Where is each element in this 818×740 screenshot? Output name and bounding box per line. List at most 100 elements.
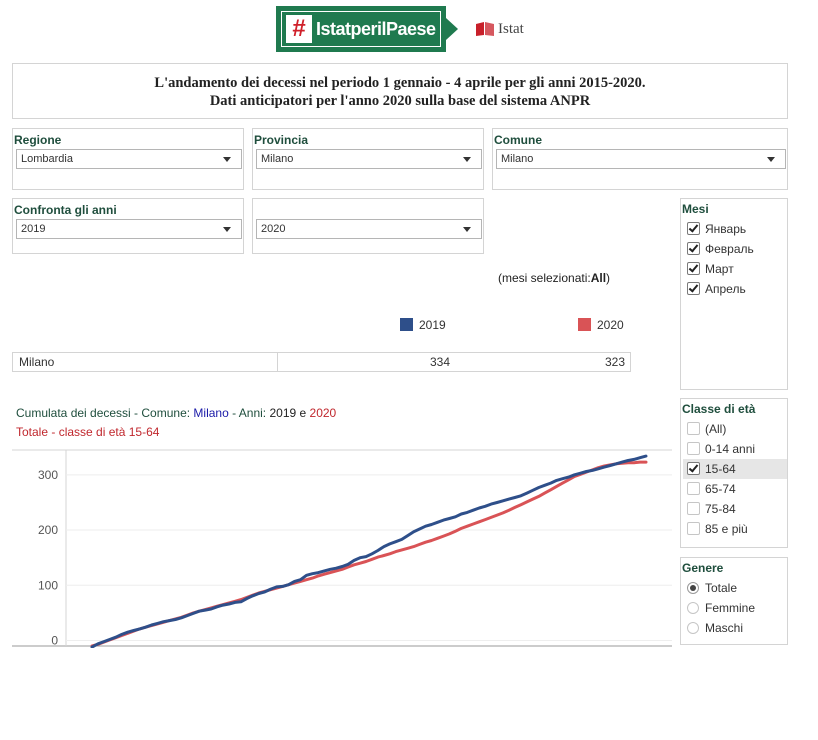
regione-dropdown[interactable]: Lombardia — [16, 149, 242, 169]
checkbox-checked-icon — [687, 242, 700, 255]
logo-text: IstatperilPaese — [316, 19, 436, 39]
legend-item-2020[interactable]: 2020 — [578, 318, 624, 332]
logo-arrow-shape — [446, 18, 458, 40]
chevron-down-icon — [767, 157, 775, 162]
checkbox-unchecked-icon — [687, 502, 700, 515]
confronta-year-2-dropdown[interactable]: 2020 — [256, 219, 482, 239]
y-tick-label: 100 — [38, 578, 58, 592]
radio-selected-icon — [687, 582, 699, 594]
mesi-option-label: Февраль — [705, 242, 754, 256]
filter-comune: Comune Milano — [492, 128, 788, 190]
caption-text: Cumulata dei decessi - Comune: — [16, 406, 194, 420]
genere-filter-panel: Genere Totale Femmine Maschi — [680, 557, 788, 645]
report-title: L'andamento dei decessi nel periodo 1 ge… — [12, 63, 788, 119]
title-line-2: Dati anticipatori per l'anno 2020 sulla … — [209, 93, 591, 109]
summary-value-2019: 334 — [429, 355, 450, 369]
genere-option-totale[interactable]: Totale — [683, 578, 787, 598]
istat-wordmark: Istat — [498, 21, 524, 37]
classe-eta-option-all[interactable]: (All) — [683, 419, 787, 439]
filter-confronta-label: Confronta gli anni — [14, 203, 117, 217]
chart-caption-line-2: Totale - classe di età 15-64 — [16, 425, 159, 439]
y-tick-label: 300 — [38, 468, 58, 482]
mesi-option-4[interactable]: Апрель — [683, 279, 787, 299]
legend-label-2020: 2020 — [597, 318, 624, 332]
filter-provincia-label: Provincia — [254, 133, 309, 147]
radio-unselected-icon — [687, 622, 699, 634]
checkbox-unchecked-icon — [687, 522, 700, 535]
genere-option-femmine[interactable]: Femmine — [683, 598, 787, 618]
classe-eta-option-15-64[interactable]: 15-64 — [683, 459, 787, 479]
legend-swatch-2019 — [400, 318, 413, 331]
classe-eta-filter-panel: Classe di età (All) 0-14 anni 15-64 65-7… — [680, 398, 788, 548]
caption-year-2020: 2020 — [309, 406, 337, 420]
confronta-year-2-value: 2020 — [261, 223, 286, 235]
summary-value-2020: 323 — [604, 355, 625, 369]
mesi-option-label: Январь — [705, 222, 747, 236]
filter-confronta: Confronta gli anni 2019 — [12, 198, 244, 254]
chevron-down-icon — [463, 157, 471, 162]
cumulative-deaths-line-chart: 01002003005 янв.23 янв.10 февр.28 февр.1… — [12, 449, 672, 648]
confronta-year-1-dropdown[interactable]: 2019 — [16, 219, 242, 239]
classe-eta-option-75-84[interactable]: 75-84 — [683, 499, 787, 519]
y-tick-label: 200 — [38, 523, 58, 537]
selected-months-note: (mesi selezionati:All) — [498, 271, 610, 285]
mesi-option-3[interactable]: Март — [683, 259, 787, 279]
chevron-down-icon — [223, 157, 231, 162]
y-tick-label: 0 — [51, 633, 58, 647]
caption-text: - Anni: — [228, 406, 270, 420]
genere-option-label: Maschi — [705, 621, 744, 635]
mesi-option-2[interactable]: Февраль — [683, 239, 787, 259]
filter-regione-label: Regione — [14, 133, 62, 147]
filter-comune-label: Comune — [494, 133, 542, 147]
istat-per-il-paese-badge: # IstatperilPaese — [276, 6, 446, 52]
chart-caption-line-1: Cumulata dei decessi - Comune: Milano - … — [16, 406, 336, 420]
caption-text: - classe di età — [48, 425, 129, 439]
genere-option-maschi[interactable]: Maschi — [683, 618, 787, 638]
genere-option-label: Totale — [705, 581, 738, 595]
genere-title: Genere — [682, 561, 724, 575]
classe-eta-option-label: 0-14 anni — [705, 442, 756, 456]
mesi-option-1[interactable]: Январь — [683, 219, 787, 239]
provincia-dropdown[interactable]: Milano — [256, 149, 482, 169]
legend-label-2019: 2019 — [419, 318, 446, 332]
classe-eta-option-label: 75-84 — [705, 502, 736, 516]
classe-eta-option-85-plus[interactable]: 85 e più — [683, 519, 787, 539]
checkbox-unchecked-icon — [687, 482, 700, 495]
classe-eta-option-0-14[interactable]: 0-14 anni — [683, 439, 787, 459]
classe-eta-title: Classe di età — [682, 402, 756, 416]
comune-value: Milano — [501, 153, 534, 165]
classe-eta-option-label: 65-74 — [705, 482, 736, 496]
checkbox-checked-icon — [687, 462, 700, 475]
mesi-filter-panel: Mesi Январь Февраль Март Апрель — [680, 198, 788, 390]
istat-logo: # IstatperilPaese Istat — [276, 6, 526, 54]
regione-value: Lombardia — [21, 153, 73, 165]
comune-dropdown[interactable]: Milano — [496, 149, 786, 169]
filter-regione: Regione Lombardia — [12, 128, 244, 190]
hashtag-icon: # — [286, 15, 312, 43]
caption-totale: Totale — [16, 425, 49, 439]
legend-item-2019[interactable]: 2019 — [400, 318, 446, 332]
selected-note-value: All — [590, 271, 607, 285]
mesi-title: Mesi — [682, 202, 709, 216]
mesi-option-label: Апрель — [705, 282, 746, 296]
selected-note-suffix: ) — [606, 271, 611, 285]
caption-year-2019: 2019 — [269, 406, 297, 420]
title-line-1: L'andamento dei decessi nel periodo 1 ge… — [154, 75, 646, 91]
caption-comune: Milano — [193, 406, 229, 420]
classe-eta-option-65-74[interactable]: 65-74 — [683, 479, 787, 499]
summary-place: Milano — [19, 355, 55, 369]
checkbox-checked-icon — [687, 222, 700, 235]
chevron-down-icon — [223, 227, 231, 232]
table-divider — [277, 353, 278, 371]
summary-table-row: Milano 334 323 — [12, 352, 631, 372]
filter-confronta-2: 2020 — [252, 198, 484, 254]
classe-eta-option-label: 85 e più — [705, 522, 748, 536]
checkbox-checked-icon — [687, 262, 700, 275]
selected-note-prefix: (mesi selezionati: — [498, 271, 591, 285]
provincia-value: Milano — [261, 153, 294, 165]
radio-unselected-icon — [687, 602, 699, 614]
legend-swatch-2020 — [578, 318, 591, 331]
checkbox-unchecked-icon — [687, 442, 700, 455]
series-line-2019 — [90, 454, 648, 648]
istat-mark-icon — [476, 22, 494, 36]
